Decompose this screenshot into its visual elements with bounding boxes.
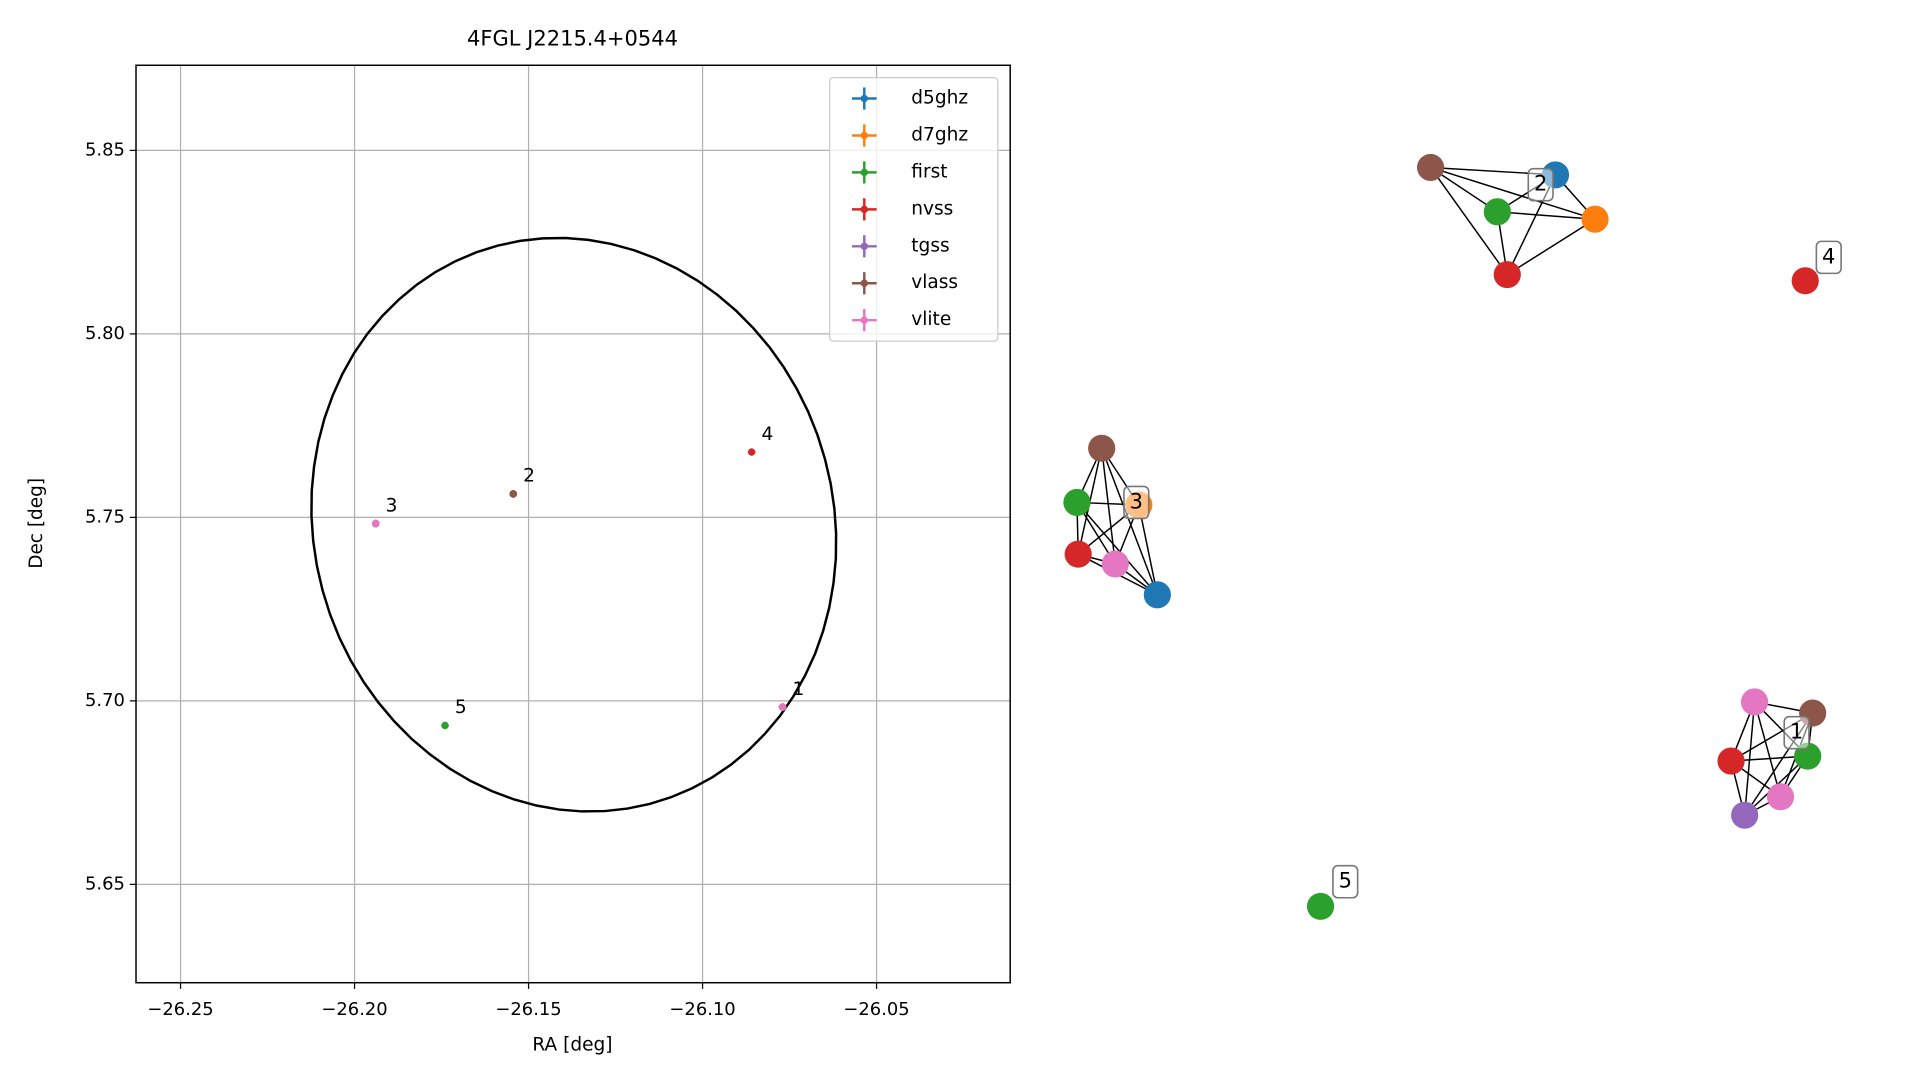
data-point xyxy=(778,703,787,711)
graph-node xyxy=(1306,892,1335,920)
data-point xyxy=(509,490,517,498)
graph-label-box xyxy=(1123,485,1150,520)
legend-label: nvss xyxy=(911,198,953,219)
x-tick-label: −26.20 xyxy=(321,999,387,1020)
y-tick-label: 5.70 xyxy=(85,690,125,711)
network-graph: 1 2 3 4 5 xyxy=(1063,153,1842,920)
legend-marker xyxy=(860,131,869,140)
annotation: 5 xyxy=(455,697,467,718)
annotation: 1 xyxy=(792,679,804,700)
graph-node xyxy=(1493,261,1521,289)
axes-frame xyxy=(135,64,1011,984)
marker xyxy=(372,519,380,528)
graph-node xyxy=(1143,581,1171,609)
y-axis-label: Dec [deg] xyxy=(26,478,47,569)
legend-label: first xyxy=(911,161,947,182)
marker xyxy=(509,490,517,498)
graph-edge xyxy=(1753,701,1782,797)
graph-edge xyxy=(1138,504,1159,595)
y-tick-label: 5.80 xyxy=(85,323,125,344)
graph-edge xyxy=(1429,167,1508,276)
graph-label-box xyxy=(1783,715,1810,750)
graph-edge xyxy=(1430,166,1596,220)
annotation: 4 xyxy=(762,424,774,445)
x-axis-label: RA [deg] xyxy=(532,1035,612,1056)
marker xyxy=(441,721,449,730)
legend-label: d5ghz xyxy=(911,88,968,109)
error-ellipse xyxy=(310,236,838,813)
graph-node xyxy=(1717,747,1745,775)
graph-edge xyxy=(1743,701,1756,816)
graph-node xyxy=(1581,205,1609,233)
legend-marker xyxy=(860,316,869,324)
graph-node xyxy=(1063,488,1091,516)
x-tick-label: −26.05 xyxy=(843,999,909,1020)
plot-area: −26.25 −26.20 −26.15 −26.10 −26.05 5.65 5.70 5.… xyxy=(85,64,1011,1020)
x-tick-label: −26.10 xyxy=(669,999,735,1020)
x-tick-label: −26.15 xyxy=(495,999,561,1020)
chart-title: 4FGL J2215.4+0544 xyxy=(467,26,678,50)
graph-label: 3 xyxy=(1130,489,1143,513)
x-tick-label: −26.25 xyxy=(147,999,213,1020)
legend-marker xyxy=(860,94,869,103)
legend-label: vlass xyxy=(911,272,958,293)
graph-label: 1 xyxy=(1790,720,1803,744)
graph-node xyxy=(1416,153,1445,182)
legend-marker xyxy=(860,168,869,177)
graph-label-box xyxy=(1332,864,1359,899)
graph-node xyxy=(1064,540,1092,568)
graph-label: 4 xyxy=(1822,244,1835,268)
data-point xyxy=(372,519,380,528)
graph-node xyxy=(1088,434,1116,462)
legend-marker xyxy=(860,242,869,250)
graph-edge xyxy=(1497,211,1596,220)
graph-edge xyxy=(1076,501,1158,596)
graph-node xyxy=(1740,688,1769,716)
graph-node xyxy=(1101,550,1129,578)
graph-edge xyxy=(1506,218,1596,276)
legend-label: vlite xyxy=(911,309,951,330)
y-tick-label: 5.65 xyxy=(85,873,125,894)
data-point xyxy=(441,721,449,730)
data-point xyxy=(747,448,756,456)
graph-label: 2 xyxy=(1534,172,1547,196)
y-tick-label: 5.85 xyxy=(85,139,125,160)
y-tick-label: 5.75 xyxy=(85,506,125,527)
graph-node xyxy=(1766,783,1795,811)
graph-node xyxy=(1731,801,1759,829)
legend-marker xyxy=(860,205,869,214)
marker xyxy=(747,448,756,456)
graph-edge xyxy=(1101,447,1159,596)
legend: d5ghz d7ghz first nvss tgss vlass vlite xyxy=(829,76,999,342)
annotation: 2 xyxy=(523,466,535,487)
legend-label: tgss xyxy=(911,235,949,256)
annotation: 3 xyxy=(386,495,398,516)
graph-node xyxy=(1791,267,1819,295)
graph-node xyxy=(1483,198,1511,226)
legend-label: d7ghz xyxy=(911,124,968,145)
graph-label-box xyxy=(1815,240,1842,275)
graph-label-box xyxy=(1527,167,1554,202)
marker xyxy=(778,703,787,711)
legend-marker xyxy=(860,279,869,287)
graph-label: 5 xyxy=(1339,869,1352,893)
legend-frame xyxy=(829,76,999,342)
